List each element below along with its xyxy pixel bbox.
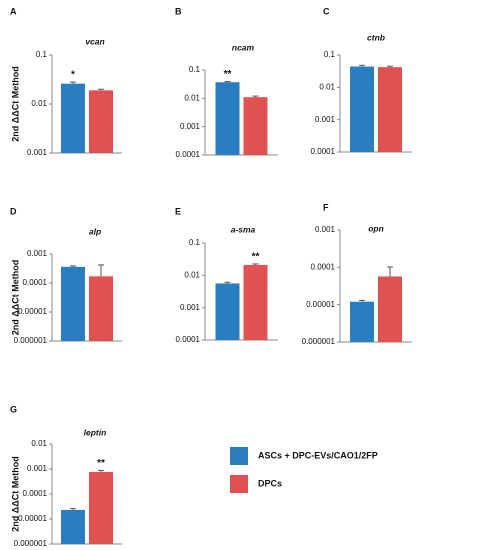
chart-title: ncam [232,42,255,52]
y-tick-label: 0.1 [36,50,48,59]
y-tick-label: 0.01 [184,270,200,279]
y-tick-label: 0.0001 [176,335,201,344]
significance: * [71,70,75,81]
bar [215,82,240,155]
y-axis-label: 2nd ΔΔCt Method [10,66,20,141]
legend-swatch [230,447,248,465]
legend-label: DPCs [258,478,282,488]
bar [61,509,85,544]
y-axis-label: 2nd ΔΔCt Method [10,456,20,531]
chart-title: vcan [85,36,104,46]
significance: ** [97,458,105,469]
panel-label: G [10,404,17,414]
y-tick-label: 0.001 [315,115,336,124]
bar [215,283,240,340]
y-tick-label: 0.001 [27,249,48,258]
bar [61,266,85,341]
y-tick-label: 0.01 [184,93,200,102]
y-tick-label: 0.001 [180,303,201,312]
chart-title: opn [368,223,384,233]
bar [89,276,113,341]
bar [243,97,268,155]
y-axis-label: 2nd ΔΔCt Method [10,260,20,335]
panel-label: C [323,6,330,16]
panel-label: D [10,206,17,216]
legend-swatch [230,475,248,493]
y-tick-label: 0.0001 [176,150,201,159]
y-tick-label: 0.00001 [306,300,335,309]
significance: ** [224,69,232,80]
y-tick-label: 0.001 [315,225,336,234]
bar [350,301,374,342]
bar [61,83,85,153]
y-tick-label: 0.0001 [23,278,48,287]
panel-label: A [10,6,17,16]
y-tick-label: 0.01 [31,439,47,448]
chart-title: leptin [84,427,107,437]
y-tick-label: 0.0001 [311,147,336,156]
y-tick-label: 0.001 [180,122,201,131]
y-tick-label: 0.000001 [302,337,336,346]
bar [89,471,113,544]
panel-label: B [175,6,182,16]
chart-title: ctnb [367,32,385,42]
chart-title: alp [89,226,101,236]
panel-label: E [175,206,181,216]
chart-title: a-sma [231,224,256,234]
bar [89,90,113,153]
y-tick-label: 0.01 [319,82,335,91]
significance: ** [252,252,260,263]
panel-label: F [323,202,329,212]
y-tick-label: 0.1 [189,238,201,247]
y-tick-label: 0.1 [324,50,336,59]
y-tick-label: 0.01 [31,99,47,108]
bar [350,66,374,152]
y-tick-label: 0.1 [189,65,201,74]
y-tick-label: 0.000001 [14,336,48,345]
bar [378,276,402,342]
y-tick-label: 0.0001 [311,262,336,271]
y-tick-label: 0.00001 [18,307,47,316]
y-tick-label: 0.001 [27,464,48,473]
y-tick-label: 0.00001 [18,514,47,523]
y-tick-label: 0.001 [27,148,48,157]
y-tick-label: 0.0001 [23,489,48,498]
legend-label: ASCs + DPC-EVs/CAO1/2FP [258,450,378,460]
bar [378,67,402,152]
y-tick-label: 0.000001 [14,539,48,548]
bar [243,264,268,340]
